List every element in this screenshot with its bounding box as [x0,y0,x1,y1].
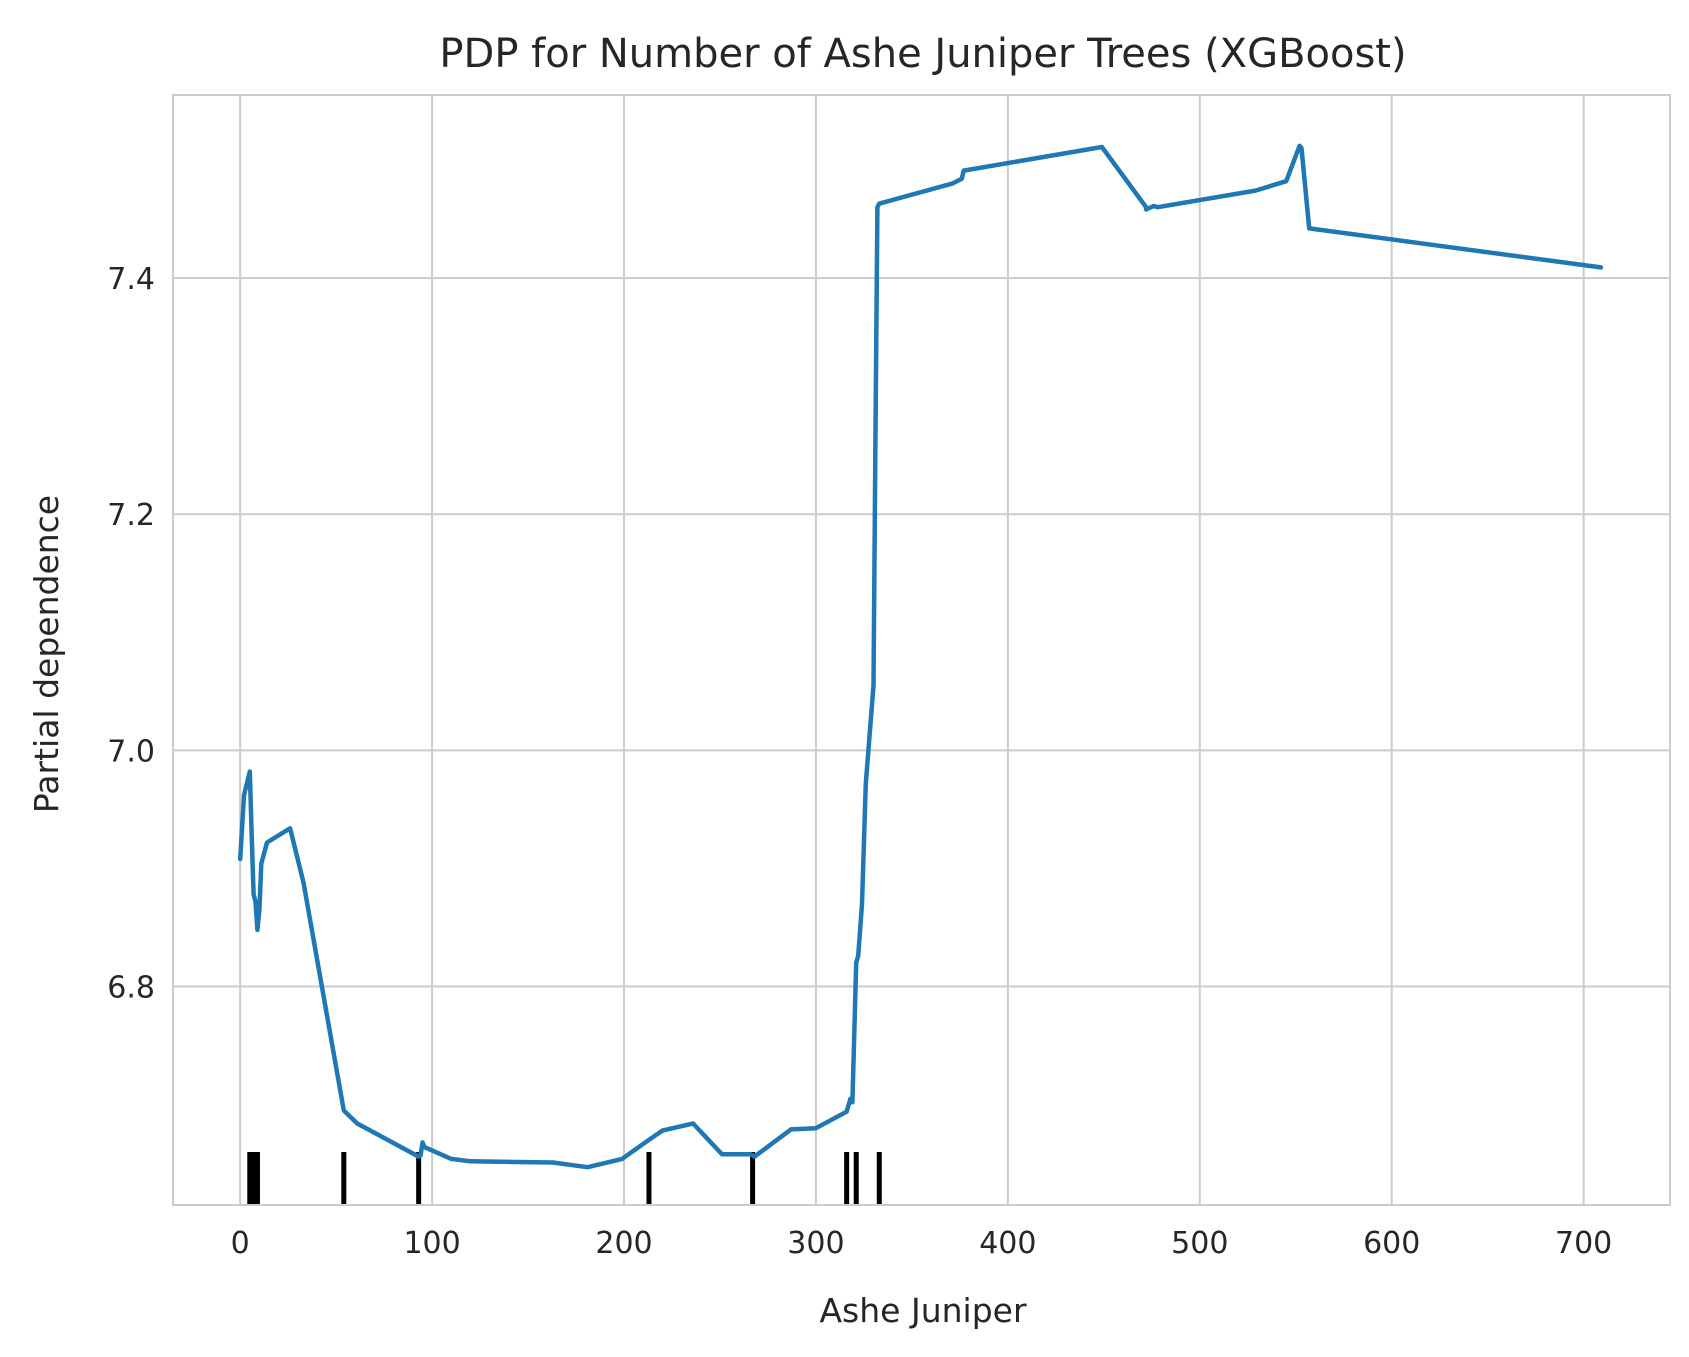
x-tick-label: 200 [595,1226,652,1261]
x-axis-label: Ashe Juniper [819,1291,1026,1330]
y-tick-label: 6.8 [107,971,155,1006]
grid-lines [173,95,1670,1205]
rug-marks [247,1152,882,1205]
x-tick-label: 0 [231,1226,250,1261]
y-tick-label: 7.4 [107,262,155,297]
x-tick-label: 300 [787,1226,844,1261]
series-lines [237,143,1604,1170]
y-tick-label: 7.0 [107,734,155,769]
partial-dependence-line [237,143,1604,1170]
x-tick-label: 600 [1363,1226,1420,1261]
y-tick-labels: 6.8 7.0 7.2 7.4 [107,262,155,1006]
x-tick-label: 500 [1171,1226,1228,1261]
x-tick-label: 100 [403,1226,460,1261]
chart-title: PDP for Number of Ashe Juniper Trees (XG… [439,31,1406,77]
x-tick-label: 400 [979,1226,1036,1261]
axes-frame [172,94,1671,1206]
y-axis-label: Partial dependence [27,495,66,813]
x-tick-label: 700 [1555,1226,1612,1261]
x-tick-labels: 0 100 200 300 400 500 600 700 [231,1226,1613,1261]
y-tick-label: 7.2 [107,498,155,533]
